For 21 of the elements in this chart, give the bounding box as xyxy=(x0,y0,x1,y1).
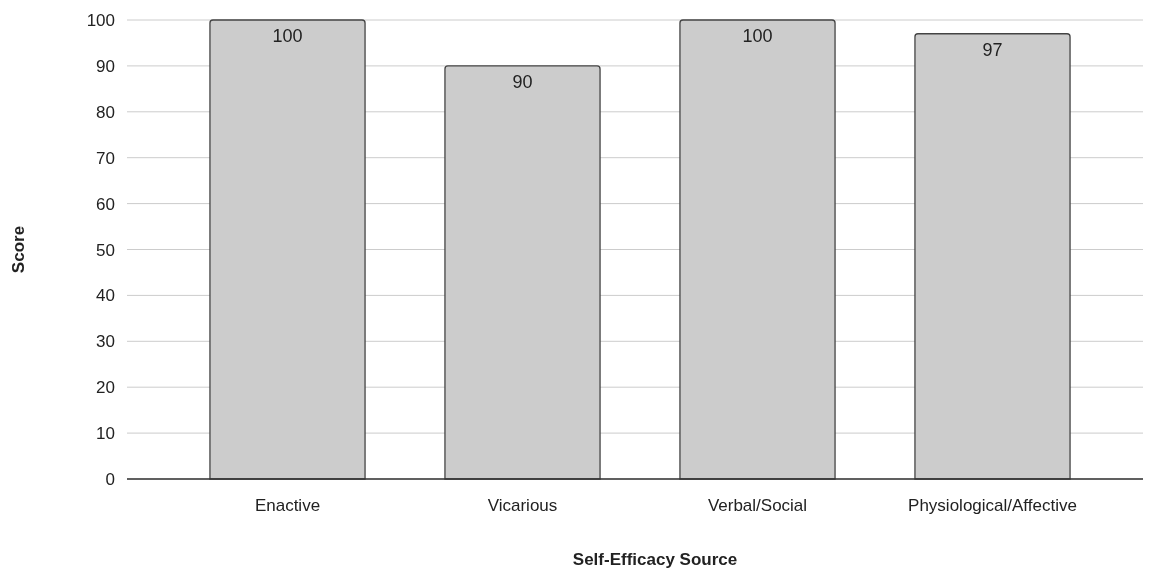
y-tick-label: 70 xyxy=(96,148,115,168)
data-label: 100 xyxy=(272,26,303,46)
data-label: 90 xyxy=(512,71,533,92)
data-label: 97 xyxy=(982,39,1003,60)
y-tick-label: 90 xyxy=(96,56,115,76)
x-tick-label: Verbal/Social xyxy=(707,496,808,515)
y-tick-label: 0 xyxy=(105,470,115,489)
x-axis-title: Self-Efficacy Source xyxy=(572,550,738,569)
x-tick-label: Vicarious xyxy=(487,496,558,515)
y-tick-label: 10 xyxy=(96,424,115,444)
data-label: 100 xyxy=(742,26,773,46)
y-axis-title: Score xyxy=(9,225,28,274)
x-tick-label: Enactive xyxy=(254,496,321,515)
y-tick-label: 50 xyxy=(96,240,115,260)
y-tick-label: 100 xyxy=(86,11,115,30)
y-tick-label: 60 xyxy=(96,194,115,214)
y-tick-label: 80 xyxy=(96,102,115,122)
y-tick-label: 40 xyxy=(96,286,115,306)
x-tick-label: Physiological/Affective xyxy=(908,496,1077,515)
y-tick-label: 30 xyxy=(96,332,115,352)
y-tick-label: 20 xyxy=(96,378,115,398)
